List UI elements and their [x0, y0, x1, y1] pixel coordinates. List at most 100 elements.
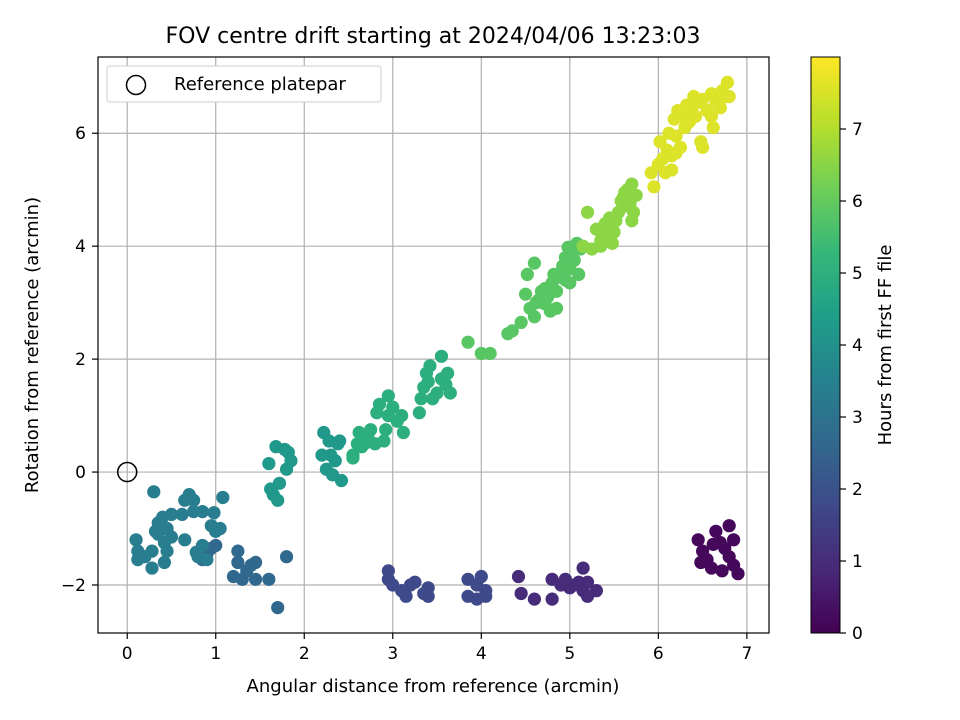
data-point — [414, 392, 428, 406]
data-point — [262, 456, 276, 471]
x-tick-label: 1 — [210, 644, 221, 664]
data-point — [678, 106, 692, 121]
data-point — [160, 544, 174, 558]
data-point — [505, 324, 519, 338]
data-point — [412, 406, 426, 420]
data-point — [669, 129, 683, 143]
data-point — [722, 89, 736, 104]
data-points — [129, 75, 745, 615]
data-point — [514, 315, 528, 330]
colorbar-tick-label: 0 — [852, 624, 863, 644]
colorbar-tick-label: 3 — [852, 408, 863, 428]
data-point — [688, 109, 703, 123]
data-point — [164, 530, 179, 544]
data-point — [209, 538, 223, 553]
data-point — [377, 434, 391, 448]
data-point — [207, 506, 221, 520]
data-point — [195, 504, 210, 519]
data-point — [594, 239, 608, 253]
x-tick-label: 0 — [122, 644, 133, 664]
data-point — [514, 586, 528, 601]
data-point — [545, 592, 559, 606]
colorbar-tick-label: 5 — [852, 264, 863, 284]
data-point — [248, 555, 263, 570]
data-point — [731, 567, 745, 581]
colorbar-tick-label: 4 — [852, 336, 863, 356]
y-tick-label: 0 — [75, 463, 86, 483]
data-point — [271, 493, 285, 507]
x-tick-label: 6 — [653, 644, 664, 664]
data-point — [576, 561, 590, 575]
data-point — [231, 555, 245, 570]
data-point — [629, 188, 643, 202]
data-point — [381, 389, 395, 403]
legend-box — [106, 65, 382, 103]
data-point — [704, 561, 719, 575]
plot-frame — [97, 56, 770, 634]
data-point — [518, 287, 533, 301]
data-point — [549, 301, 564, 315]
data-point — [189, 545, 203, 559]
data-point — [580, 575, 595, 589]
data-point — [589, 584, 603, 598]
data-point — [379, 423, 393, 437]
data-point — [709, 524, 723, 538]
data-point — [563, 262, 577, 276]
data-point — [704, 109, 719, 123]
data-point — [647, 180, 661, 194]
data-point — [417, 586, 431, 601]
colorbar-label: Hours from first FF file — [875, 245, 896, 446]
reference-platepar-point — [116, 461, 138, 483]
y-tick-label: 4 — [75, 237, 86, 257]
data-point — [129, 533, 143, 547]
colorbar: 0 1 2 3 4 5 6 7 Hours from first FF file — [810, 56, 896, 644]
data-point — [616, 191, 630, 205]
data-point — [605, 236, 619, 250]
data-point — [434, 349, 449, 363]
grid-lines — [98, 57, 769, 633]
x-axis-ticks: 0 1 2 3 4 5 6 7 — [122, 633, 752, 664]
chart-title: FOV centre drift starting at 2024/04/06 … — [166, 24, 701, 49]
data-point — [262, 572, 276, 586]
data-point — [576, 239, 590, 253]
colorbar-gradient — [810, 56, 841, 634]
data-point — [333, 434, 347, 448]
y-tick-label: 2 — [75, 350, 86, 370]
data-point — [726, 533, 741, 547]
data-point — [151, 527, 165, 541]
data-point — [248, 572, 263, 586]
data-point — [395, 408, 409, 423]
data-point — [396, 425, 411, 440]
colorbar-tick-label: 7 — [852, 120, 863, 140]
data-point — [479, 589, 493, 603]
colorbar-tick-label: 2 — [852, 480, 863, 500]
colorbar-tick-label: 1 — [852, 552, 863, 572]
x-tick-label: 3 — [387, 644, 398, 664]
data-point — [284, 454, 298, 468]
data-point — [408, 575, 422, 589]
y-axis-label: Rotation from reference (arcmin) — [22, 197, 43, 493]
colorbar-tick-label: 6 — [852, 192, 863, 212]
legend-entry-reference: Reference platepar — [174, 74, 346, 95]
data-point — [386, 400, 400, 414]
x-tick-label: 2 — [299, 644, 310, 664]
legend-reference-symbol — [125, 74, 147, 96]
data-point — [145, 544, 159, 558]
data-point — [157, 555, 171, 570]
y-axis-ticks: −2 0 2 4 6 — [61, 124, 98, 596]
data-point — [706, 537, 720, 551]
data-point — [691, 533, 705, 547]
data-point — [178, 533, 192, 547]
data-point — [722, 519, 736, 533]
data-point — [461, 335, 475, 349]
data-point — [421, 375, 435, 389]
data-point — [430, 386, 444, 400]
data-point — [334, 473, 349, 488]
data-point — [178, 493, 192, 507]
data-point — [231, 544, 245, 558]
x-tick-label: 7 — [741, 644, 752, 664]
data-point — [665, 163, 679, 177]
data-point — [441, 366, 455, 380]
data-point — [603, 222, 617, 236]
